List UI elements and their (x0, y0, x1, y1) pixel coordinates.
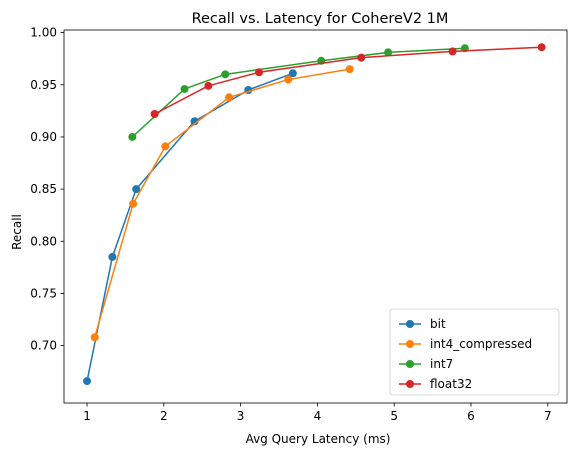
data-point-float32 (357, 53, 366, 62)
legend: bit int4_compressed int7 float32 (389, 308, 560, 396)
data-point-int4_compressed (284, 75, 293, 84)
data-point-bit (288, 69, 297, 78)
x-axis-label: Avg Query Latency (ms) (246, 432, 391, 446)
data-point-bit (108, 252, 117, 261)
chart-title: Recall vs. Latency for CohereV2 1M (192, 11, 449, 27)
y-tick-label: 0.85 (30, 182, 57, 196)
y-axis: 0.70 0.75 0.80 0.85 0.90 0.95 1.00 (30, 26, 64, 353)
legend-item-int4_compressed: int4_compressed (399, 337, 532, 351)
y-tick-label: 0.80 (30, 234, 57, 248)
data-point-float32 (150, 109, 159, 118)
y-tick-label: 0.90 (30, 130, 57, 144)
data-point-float32 (255, 68, 264, 77)
series-line-float32 (154, 46, 542, 115)
data-point-float32 (537, 43, 546, 52)
legend-marker (406, 340, 414, 348)
legend-marker (406, 320, 414, 328)
series-line-int7 (131, 47, 465, 138)
x-tick-label: 7 (544, 409, 552, 423)
data-point-bit (83, 377, 92, 386)
plot-area (63, 29, 568, 404)
series-line-int4_compressed (93, 68, 350, 338)
series-bit (83, 69, 297, 386)
y-axis-label: Recall (10, 214, 24, 250)
legend-item-int7: int7 (399, 357, 453, 371)
legend-box (389, 308, 560, 396)
x-tick-label: 2 (160, 409, 168, 423)
legend-label: int4_compressed (430, 337, 532, 351)
legend-label: int7 (430, 357, 453, 371)
x-tick-label: 3 (237, 409, 245, 423)
legend-label: bit (430, 317, 446, 331)
data-point-int4_compressed (345, 65, 354, 74)
y-tick-label: 0.75 (30, 286, 57, 300)
x-tick-label: 6 (467, 409, 475, 423)
series-line-bit (86, 72, 294, 382)
data-point-int4_compressed (225, 93, 234, 102)
legend-item-bit: bit (399, 317, 446, 331)
x-tick-label: 4 (314, 409, 322, 423)
plot-frame (63, 29, 568, 404)
data-point-int7 (221, 70, 230, 79)
x-tick-label: 5 (390, 409, 398, 423)
y-tick-label: 0.70 (30, 339, 57, 353)
data-point-int4_compressed (161, 142, 170, 151)
y-tick-label: 0.95 (30, 78, 57, 92)
legend-marker (406, 380, 414, 388)
x-tick-label: 1 (83, 409, 91, 423)
data-point-float32 (204, 81, 213, 90)
series-int4_compressed (90, 65, 354, 342)
legend-item-float32: float32 (399, 377, 472, 391)
data-point-bit (132, 185, 141, 194)
series-float32 (150, 43, 546, 118)
data-point-int7 (180, 84, 189, 93)
data-point-int7 (384, 48, 393, 57)
x-axis: 1 2 3 4 5 6 7 (83, 403, 552, 423)
data-point-int4_compressed (90, 333, 99, 342)
data-point-int7 (128, 132, 137, 141)
legend-label: float32 (430, 377, 472, 391)
y-tick-label: 1.00 (30, 26, 57, 40)
legend-marker (406, 360, 414, 368)
series-int7 (128, 44, 469, 141)
data-point-int4_compressed (129, 199, 138, 208)
data-point-float32 (448, 47, 457, 56)
